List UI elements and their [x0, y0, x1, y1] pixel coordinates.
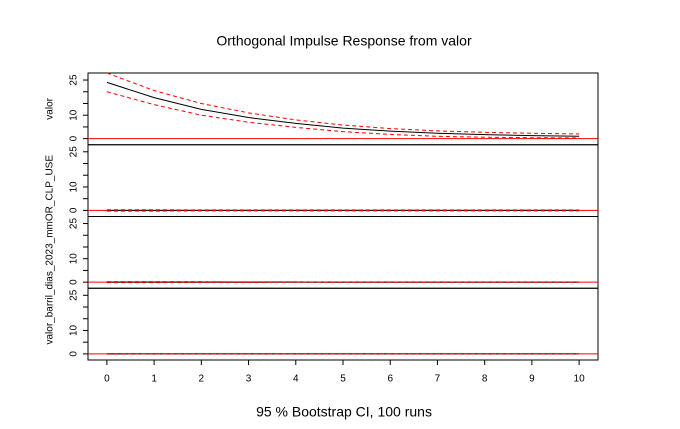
panel-frame: [87, 216, 599, 289]
chart-title: Orthogonal Impulse Response from valor: [216, 33, 472, 49]
panel-frame: [87, 144, 599, 217]
y-axis-label: valor_barril_dias_2023_mmOR_CLP_USE: [45, 155, 56, 345]
y-tick-label: 10: [69, 109, 80, 121]
x-tick-label: 3: [246, 374, 252, 385]
y-tick-label: 10: [69, 253, 80, 265]
y-tick-label: 25: [69, 74, 80, 86]
y-tick-label: 0: [69, 135, 80, 141]
y-tick-label: 0: [69, 279, 80, 285]
x-tick-label: 6: [387, 374, 393, 385]
y-tick-label: 0: [69, 207, 80, 213]
y-tick-label: 10: [69, 181, 80, 193]
y-axis-label: valor: [45, 97, 56, 119]
x-tick-label: 10: [574, 374, 586, 385]
x-tick-label: 1: [151, 374, 157, 385]
irf-line: [106, 91, 580, 139]
y-tick-label: 25: [69, 289, 80, 301]
x-tick-label: 5: [340, 374, 346, 385]
irf-line: [106, 81, 580, 137]
x-tick-label: 8: [482, 374, 488, 385]
y-tick-label: 10: [69, 324, 80, 336]
panel-frame: [87, 287, 599, 361]
x-tick-label: 9: [529, 374, 535, 385]
x-tick-label: 7: [435, 374, 441, 385]
y-tick-label: 0: [69, 351, 80, 357]
irf-line: [106, 72, 580, 135]
panel-frame: [87, 72, 599, 146]
x-tick-label: 0: [104, 374, 110, 385]
y-tick-label: 25: [69, 218, 80, 230]
subtitle: 95 % Bootstrap CI, 100 runs: [256, 404, 432, 420]
y-tick-label: 25: [69, 146, 80, 158]
x-tick-label: 4: [293, 374, 299, 385]
x-tick-label: 2: [199, 374, 205, 385]
